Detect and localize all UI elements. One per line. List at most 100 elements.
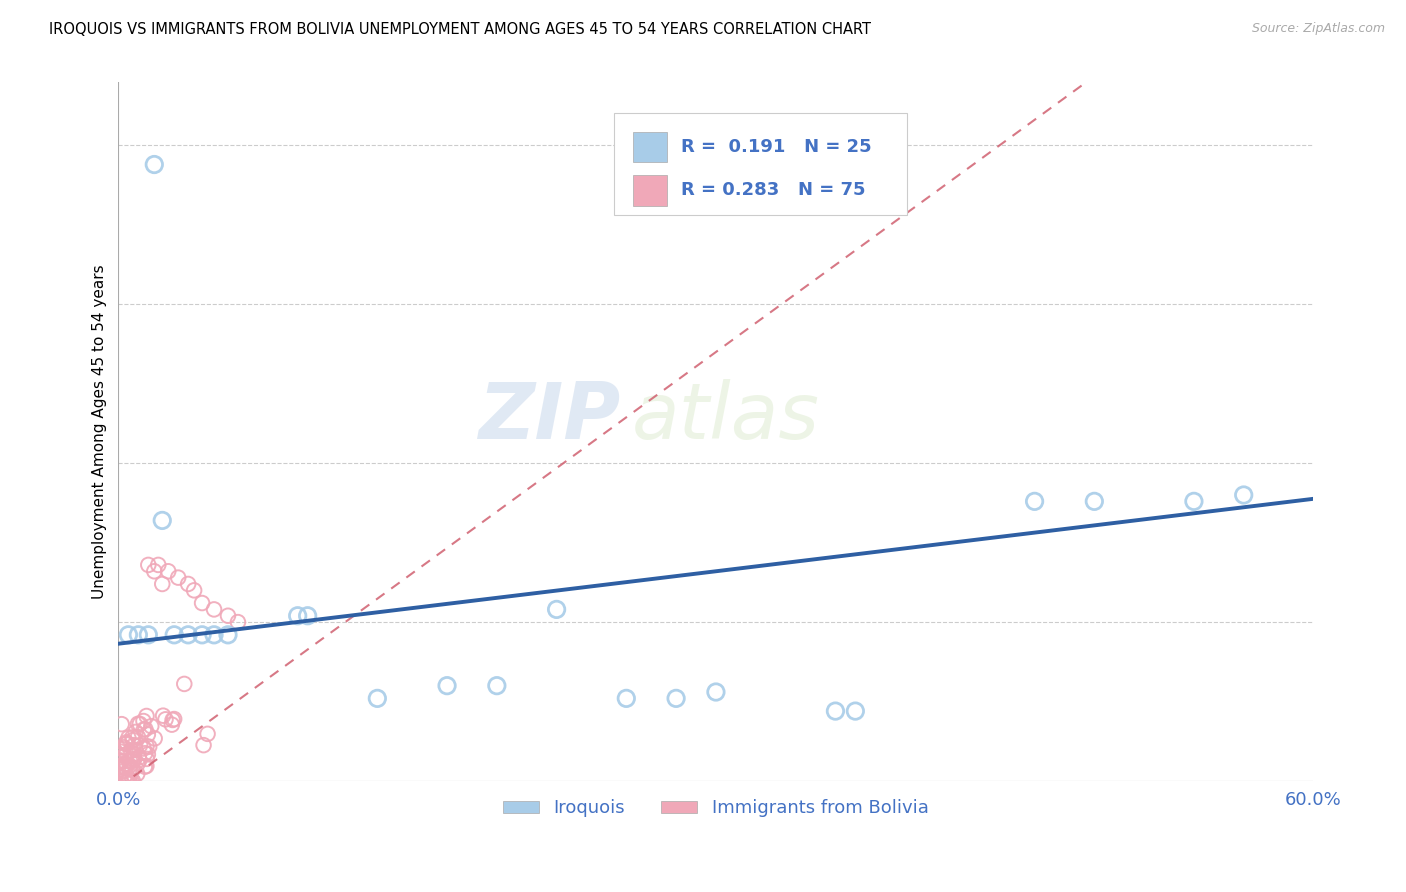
Point [118,774,141,789]
Text: Source: ZipAtlas.com: Source: ZipAtlas.com [1251,22,1385,36]
Point [117,628,139,642]
Point [122,733,145,747]
Point [163,628,186,642]
Point [124,743,146,757]
Point [141,719,163,733]
Point [546,602,568,616]
Y-axis label: Unemployment Among Ages 45 to 54 years: Unemployment Among Ages 45 to 54 years [93,264,107,599]
Point [1233,488,1256,502]
Point [163,712,186,726]
Text: atlas: atlas [633,379,820,456]
Point [112,748,135,763]
Point [202,628,225,642]
Point [183,583,205,598]
Point [128,753,150,767]
Point [143,157,166,171]
Point [217,628,239,642]
Point [132,714,155,728]
Point [122,747,145,761]
Point [366,691,388,706]
Point [117,774,139,789]
Point [191,596,214,610]
Point [160,717,183,731]
Point [110,745,132,759]
Point [118,772,141,787]
Point [121,754,143,768]
Point [118,758,141,772]
Point [115,774,138,789]
Point [112,764,135,778]
Point [135,759,157,773]
Text: R =  0.191   N = 25: R = 0.191 N = 25 [682,138,872,156]
Point [193,738,215,752]
Point [122,752,145,766]
Point [127,756,149,771]
Point [1083,494,1105,508]
Text: ZIP: ZIP [478,379,620,456]
Point [115,737,138,751]
Point [136,628,159,642]
Point [115,757,138,772]
Point [115,767,138,781]
Point [143,564,166,578]
FancyBboxPatch shape [634,175,666,206]
Point [134,760,156,774]
Point [150,577,173,591]
Point [135,752,157,766]
Point [824,704,846,718]
Point [226,615,249,629]
Point [114,757,136,772]
Point [127,730,149,744]
Point [128,717,150,731]
Point [150,513,173,527]
Point [122,774,145,789]
Point [1024,494,1046,508]
Point [110,754,132,768]
Point [114,768,136,782]
Point [155,712,177,726]
Point [121,731,143,745]
Point [117,731,139,745]
Point [143,731,166,746]
Point [287,608,309,623]
Text: IROQUOIS VS IMMIGRANTS FROM BOLIVIA UNEMPLOYMENT AMONG AGES 45 TO 54 YEARS CORRE: IROQUOIS VS IMMIGRANTS FROM BOLIVIA UNEM… [49,22,872,37]
Point [114,760,136,774]
Point [167,571,190,585]
Legend: Iroquois, Immigrants from Bolivia: Iroquois, Immigrants from Bolivia [496,792,936,824]
Point [122,748,145,763]
Point [136,727,159,741]
Point [125,725,148,739]
Point [111,742,134,756]
Point [112,740,135,755]
Point [436,679,458,693]
Point [665,691,688,706]
Point [134,746,156,760]
Point [162,713,184,727]
Point [173,677,195,691]
Point [110,774,132,789]
Point [177,577,200,591]
Point [485,679,508,693]
Point [121,763,143,777]
Point [197,727,219,741]
Point [136,747,159,762]
FancyBboxPatch shape [634,131,666,162]
Point [136,558,159,572]
Point [122,738,145,752]
FancyBboxPatch shape [614,113,907,215]
Point [111,717,134,731]
Point [152,708,174,723]
Point [177,628,200,642]
Point [120,754,142,768]
Point [129,738,152,752]
Point [297,608,319,623]
Point [115,756,138,771]
Point [191,628,214,642]
Point [135,739,157,754]
Point [132,741,155,756]
Point [132,723,155,737]
Point [1182,494,1205,508]
Point [134,723,156,737]
Point [115,747,138,762]
Point [135,709,157,723]
